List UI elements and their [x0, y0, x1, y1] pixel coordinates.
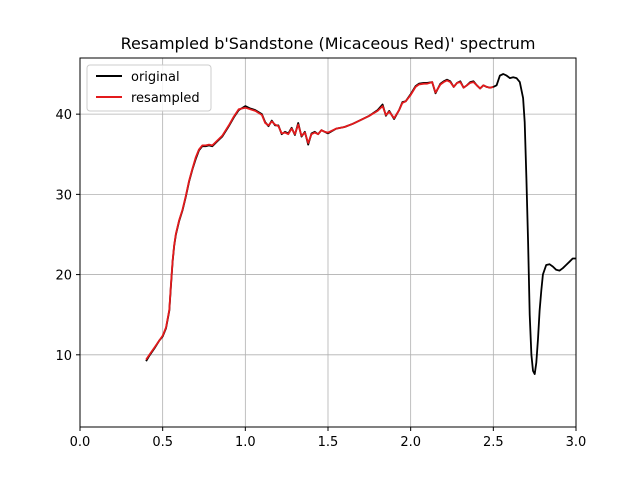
- legend: original resampled: [86, 64, 212, 112]
- y-axis-ticks: 10 20 30 40: [55, 108, 80, 364]
- grid-lines: [79, 58, 577, 427]
- y-tick-label: 30: [55, 188, 72, 203]
- x-tick-label: 3.0: [566, 435, 587, 450]
- legend-resampled-label: resampled: [131, 91, 200, 106]
- chart-title: Resampled b'Sandstone (Micaceous Red)' s…: [121, 34, 536, 53]
- x-tick-label: 2.5: [483, 435, 504, 450]
- x-tick-label: 0.0: [70, 435, 91, 450]
- plot-frame: [79, 57, 577, 428]
- x-tick-label: 2.0: [400, 435, 421, 450]
- plot-lines: [145, 73, 576, 376]
- y-tick-label: 10: [55, 349, 72, 364]
- x-tick-label: 1.5: [318, 435, 339, 450]
- x-axis-ticks: 0.0 0.5 1.0 1.5 2.0 2.5 3.0: [70, 427, 587, 450]
- y-tick-label: 40: [55, 108, 72, 123]
- x-tick-label: 0.5: [152, 435, 173, 450]
- y-tick-label: 20: [55, 269, 72, 284]
- legend-original-label: original: [131, 70, 180, 85]
- x-tick-label: 1.0: [235, 435, 256, 450]
- series-line-resampled: [145, 79, 494, 361]
